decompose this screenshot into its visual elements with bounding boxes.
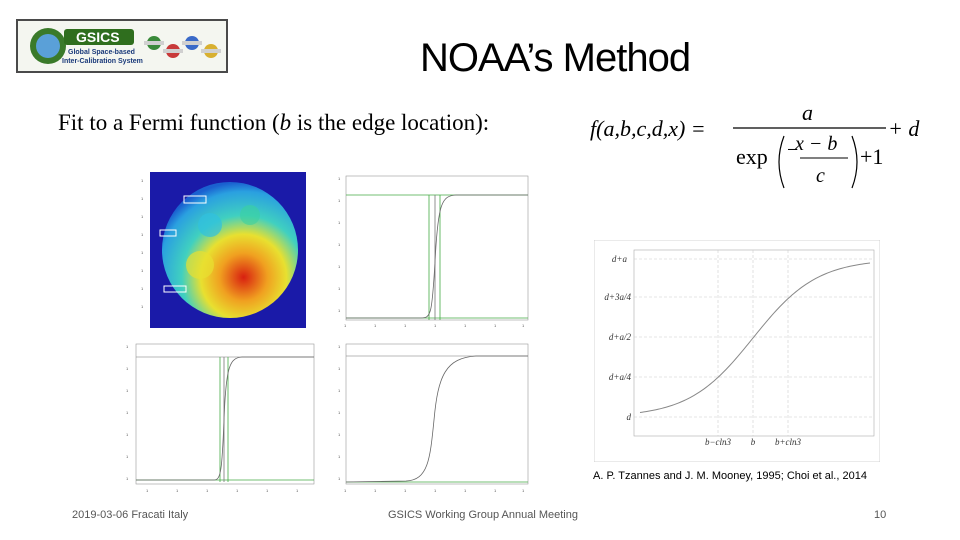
svg-text:1: 1 <box>464 488 467 493</box>
svg-text:1: 1 <box>338 264 341 269</box>
citation: A. P. Tzannes and J. M. Mooney, 1995; Ch… <box>593 470 867 482</box>
svg-text:1: 1 <box>338 476 341 481</box>
moon-disk <box>162 182 298 318</box>
svg-text:1: 1 <box>266 488 269 493</box>
formula-inner-num: x − b <box>794 133 837 155</box>
fit-suffix: is the edge location): <box>291 110 490 135</box>
svg-text:1: 1 <box>126 344 129 349</box>
svg-text:1: 1 <box>141 178 144 183</box>
edge-profile-plot-2: 1 1 1 1 1 1 1 1 1 1 1 1 1 <box>126 343 315 493</box>
svg-text:1: 1 <box>126 366 129 371</box>
svg-text:1: 1 <box>338 308 341 313</box>
formula-plus-d: + d <box>888 116 920 141</box>
svg-text:1: 1 <box>404 323 407 328</box>
svg-text:1: 1 <box>494 323 497 328</box>
svg-text:1: 1 <box>126 454 129 459</box>
edge-profile-plot-3: 1 1 1 1 1 1 1 1 1 1 1 1 1 1 <box>338 343 529 493</box>
svg-text:1: 1 <box>206 488 209 493</box>
logo-line2: Inter-Calibration System <box>62 58 143 65</box>
svg-text:1: 1 <box>141 250 144 255</box>
svg-text:1: 1 <box>338 454 341 459</box>
svg-text:1: 1 <box>522 488 525 493</box>
svg-text:1: 1 <box>338 220 341 225</box>
svg-text:1: 1 <box>374 323 377 328</box>
svg-text:1: 1 <box>338 388 341 393</box>
formula-exp: exp <box>736 144 768 169</box>
x-tick-b-minus: b−cln3 <box>705 437 732 447</box>
y-tick-d-plus-3a4: d+3a/4 <box>604 292 631 302</box>
y-tick-d-plus-a4: d+a/4 <box>609 372 632 382</box>
x-tick-b: b <box>751 437 756 447</box>
left-paren <box>778 135 785 189</box>
svg-text:1: 1 <box>434 323 437 328</box>
svg-text:1: 1 <box>176 488 179 493</box>
svg-text:1: 1 <box>126 388 129 393</box>
svg-text:1: 1 <box>338 286 341 291</box>
svg-text:1: 1 <box>338 198 341 203</box>
formula-plus-one: +1 <box>860 144 883 169</box>
y-tick-d-plus-a: d+a <box>612 254 628 264</box>
svg-text:1: 1 <box>434 488 437 493</box>
svg-text:1: 1 <box>494 488 497 493</box>
satellite-icon <box>144 36 221 58</box>
svg-text:1: 1 <box>141 196 144 201</box>
svg-text:1: 1 <box>236 488 239 493</box>
fit-description: Fit to a Fermi function (b is the edge l… <box>58 110 489 136</box>
svg-text:1: 1 <box>146 488 149 493</box>
footer-date: 2019-03-06 Fracati Italy <box>72 509 189 521</box>
fermi-formula: f(a,b,c,d,x) = a exp x − b − c +1 + d <box>590 100 920 189</box>
formula-inner-den: c <box>816 165 825 187</box>
page-number: 10 <box>874 509 887 521</box>
gsics-logo: GSICS Global Space-based Inter-Calibrati… <box>16 19 228 73</box>
svg-text:1: 1 <box>126 410 129 415</box>
x-tick-b-plus: b+cln3 <box>775 437 802 447</box>
fermi-curve <box>639 262 871 414</box>
fit-prefix: Fit to a Fermi function ( <box>58 110 280 135</box>
svg-text:1: 1 <box>338 344 341 349</box>
fermi-function-chart: d+a d+3a/4 d+a/2 d+a/4 d b−cln3 b b+cln3 <box>594 240 880 462</box>
formula-numerator: a <box>802 100 813 125</box>
moon-image: 1 1 1 1 1 1 1 1 <box>140 170 308 330</box>
edge-profile-plot-1: 1 1 1 1 1 1 1 1 1 1 1 1 1 1 <box>338 175 529 328</box>
svg-text:1: 1 <box>338 432 341 437</box>
formula-lhs: f(a,b,c,d,x) = <box>590 116 706 141</box>
fit-var: b <box>279 110 292 135</box>
svg-text:1: 1 <box>296 488 299 493</box>
svg-text:1: 1 <box>344 323 347 328</box>
logo-line1: Global Space-based <box>68 49 135 56</box>
svg-text:1: 1 <box>141 304 144 309</box>
svg-text:1: 1 <box>338 410 341 415</box>
y-tick-d-plus-a2: d+a/2 <box>609 332 632 342</box>
edge-curve-3 <box>345 355 528 483</box>
svg-text:1: 1 <box>126 476 129 481</box>
svg-text:1: 1 <box>141 232 144 237</box>
svg-text:1: 1 <box>141 214 144 219</box>
y-tick-d: d <box>627 412 632 422</box>
svg-text:1: 1 <box>141 268 144 273</box>
logo-name: GSICS <box>76 29 120 45</box>
edge-curve-1 <box>346 194 528 319</box>
svg-text:1: 1 <box>126 432 129 437</box>
svg-text:1: 1 <box>404 488 407 493</box>
edge-curve-2 <box>136 356 314 481</box>
minus-sign: − <box>787 139 798 161</box>
svg-text:1: 1 <box>338 242 341 247</box>
right-paren <box>851 135 858 189</box>
svg-text:1: 1 <box>344 488 347 493</box>
slide-title: NOAA’s Method <box>420 36 691 80</box>
svg-text:1: 1 <box>522 323 525 328</box>
svg-text:1: 1 <box>141 286 144 291</box>
svg-text:1: 1 <box>464 323 467 328</box>
svg-text:1: 1 <box>338 176 341 181</box>
svg-text:1: 1 <box>374 488 377 493</box>
svg-text:1: 1 <box>338 366 341 371</box>
footer-meeting: GSICS Working Group Annual Meeting <box>388 509 578 521</box>
